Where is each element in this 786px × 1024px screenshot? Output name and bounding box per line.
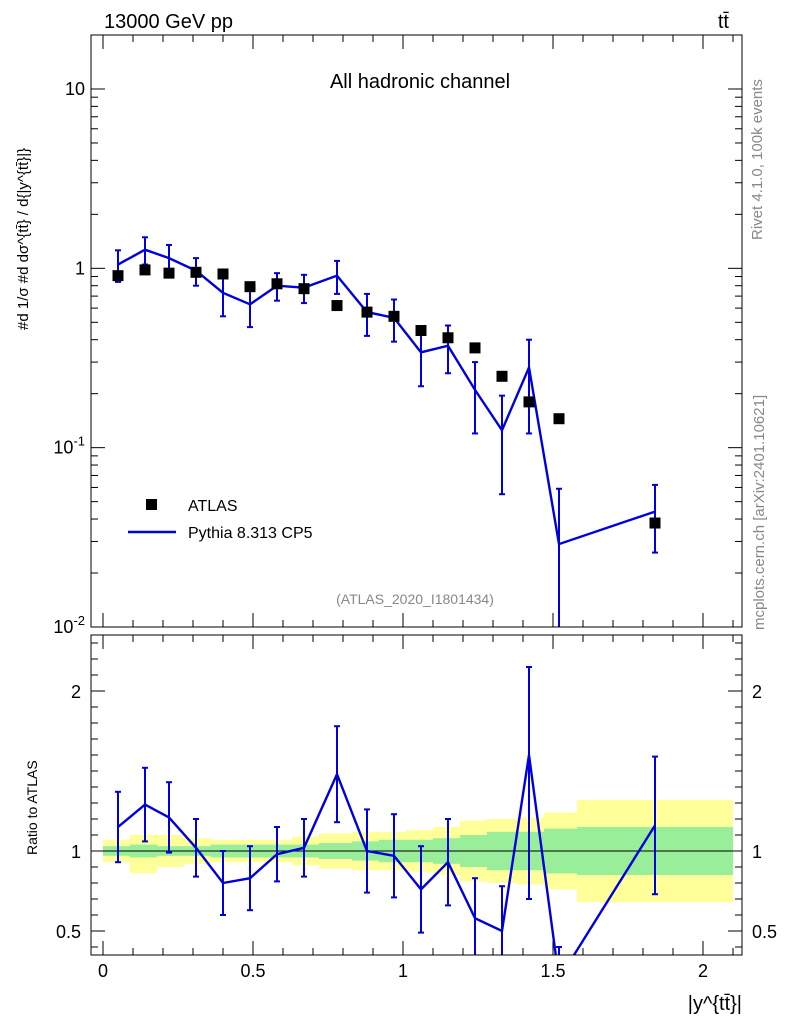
legend: ATLAS Pythia 8.313 CP5 xyxy=(128,498,313,542)
ratio-mc-series xyxy=(115,666,658,955)
ratio-ytick-label: 0.5 xyxy=(56,922,81,942)
ratio-xlabel: |y^{tt̄}| xyxy=(688,993,742,1015)
main-mc-series xyxy=(115,236,658,627)
main-data-point xyxy=(217,268,229,280)
main-ytick-label: 10-2 xyxy=(53,613,85,637)
main-data-point xyxy=(442,332,454,344)
main-data-point xyxy=(139,264,151,276)
main-data-series xyxy=(112,264,661,529)
ratio-ytick-label-right: 0.5 xyxy=(752,922,777,942)
ratio-ylabel: Ratio to ATLAS xyxy=(24,760,40,855)
ratio-ytick-label: 2 xyxy=(71,682,81,702)
ratio-xtick-label: 1 xyxy=(398,961,408,981)
ratio-xtick-label: 0 xyxy=(98,961,108,981)
ratio-panel: 0.5 0.5 1 1 2 2 0 0.5 1 1.5 2 Ratio to ATLAS |y^{t… xyxy=(24,634,777,1015)
main-data-point xyxy=(361,306,373,318)
ratio-xtick-label: 1.5 xyxy=(540,961,565,981)
main-data-point xyxy=(271,278,283,290)
main-ylabel: #d 1/σ #d dσ^{tt̄} / d{|y^{tt̄}|} xyxy=(15,148,32,330)
ratio-ytick-label-right: 1 xyxy=(752,842,762,862)
main-frame xyxy=(90,34,743,628)
main-ytick-label: 10 xyxy=(65,79,85,99)
main-data-point xyxy=(523,396,535,408)
main-axis-ticks: 10-2 10-1 1 10 xyxy=(53,34,742,637)
ratio-frame xyxy=(90,634,743,956)
ratio-axis-ticks: 0.5 0.5 1 1 2 2 0 0.5 1 1.5 2 xyxy=(56,635,777,981)
rivet-label: Rivet 4.1.0, 100k events xyxy=(749,79,766,240)
main-panel: 10-2 10-1 1 10 All hadronic channel (ATLAS_… xyxy=(15,34,743,637)
analysis-label: (ATLAS_2020_I1801434) xyxy=(336,591,494,607)
header-process: tt̄ xyxy=(718,11,730,33)
mcplots-label: mcplots.cern.ch [arXiv:2401.10621] xyxy=(751,395,768,630)
main-data-point xyxy=(496,370,508,382)
main-data-point xyxy=(469,342,481,354)
main-ylabel-text: #d 1/σ #d dσ^{tt̄} / d{|y^{tt̄}|} xyxy=(15,148,32,330)
main-data-point xyxy=(112,270,124,282)
main-data-point xyxy=(190,266,202,278)
main-data-point xyxy=(415,325,427,337)
main-title: All hadronic channel xyxy=(330,71,510,93)
main-data-point xyxy=(244,281,256,293)
main-data-point xyxy=(553,413,565,425)
ratio-xtick-label: 2 xyxy=(698,961,708,981)
header-energy: 13000 GeV pp xyxy=(104,11,233,33)
legend-mc-label: Pythia 8.313 CP5 xyxy=(188,525,313,542)
main-ytick-label: 1 xyxy=(75,258,85,278)
legend-data-marker xyxy=(146,499,157,510)
main-data-point xyxy=(298,283,310,295)
main-ytick-label: 10-1 xyxy=(53,434,85,458)
ratio-ytick-label: 1 xyxy=(71,842,81,862)
ratio-xtick-label: 0.5 xyxy=(240,961,265,981)
ratio-ytick-label-right: 2 xyxy=(752,682,762,702)
main-data-point xyxy=(331,300,343,312)
legend-data-label: ATLAS xyxy=(188,498,238,515)
main-data-point xyxy=(388,310,400,322)
main-data-point xyxy=(163,267,175,279)
ratio-mc-line xyxy=(117,754,657,955)
main-data-point xyxy=(649,517,661,529)
